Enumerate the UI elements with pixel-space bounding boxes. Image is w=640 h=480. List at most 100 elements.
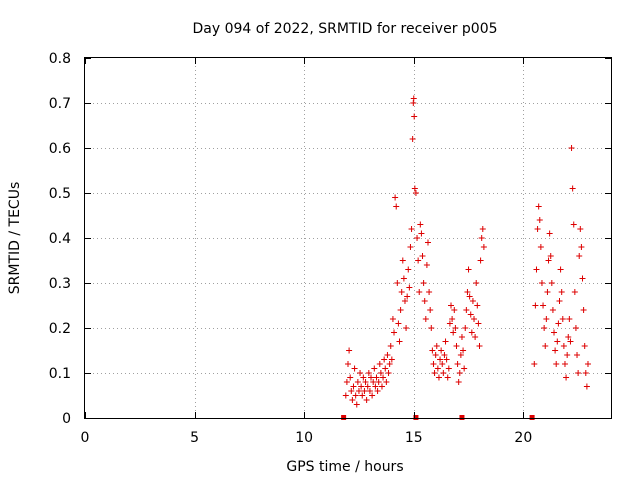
data-point: [572, 325, 579, 331]
data-point: [364, 383, 371, 390]
data-point: [559, 316, 566, 322]
data-point: [352, 392, 359, 399]
data-point: [472, 334, 479, 340]
y-tick-label: 0.3: [49, 276, 71, 292]
data-point: [429, 347, 436, 354]
data-point: [543, 316, 550, 322]
y-tick-label: 0.4: [49, 231, 71, 247]
data-point: [462, 325, 469, 331]
data-point: [394, 280, 401, 286]
data-point: [384, 352, 391, 358]
data-point: [391, 329, 398, 336]
data-point: [453, 343, 460, 349]
data-point: [534, 226, 541, 232]
data-point: [432, 352, 439, 358]
data-point: [404, 293, 411, 300]
data-point: [345, 361, 351, 367]
data-point: [382, 365, 389, 372]
data-point: [449, 316, 456, 322]
data-point: [468, 329, 475, 336]
data-point: [579, 275, 586, 282]
data-point: [400, 275, 407, 282]
data-point: [350, 383, 357, 390]
data-point: [531, 361, 538, 367]
data-point: [574, 352, 581, 358]
data-point: [412, 190, 419, 196]
data-point: [469, 298, 476, 304]
data-point: [383, 379, 390, 385]
data-point: [387, 343, 394, 349]
data-point: [416, 289, 423, 295]
y-tick-label: 0: [62, 411, 71, 427]
y-tick-label: 0.1: [49, 366, 71, 382]
y-tick-label: 0.5: [49, 186, 71, 202]
data-point: [426, 289, 433, 295]
data-point: [464, 289, 471, 295]
data-point: [396, 338, 403, 345]
data-point: [475, 320, 482, 327]
data-point: [564, 352, 571, 358]
data-point: [385, 370, 392, 376]
data-point: [354, 379, 361, 385]
data-point: [479, 226, 486, 232]
data-point: [430, 361, 437, 367]
data-point: [427, 307, 434, 313]
data-point: [395, 320, 402, 327]
data-point: [556, 298, 563, 304]
baseline-marker: [341, 415, 347, 420]
data-point: [549, 307, 556, 313]
data-point: [393, 203, 400, 210]
data-point: [424, 239, 431, 246]
data-point: [411, 185, 418, 192]
data-point: [399, 257, 406, 264]
data-point: [583, 383, 590, 390]
data-point: [446, 320, 453, 327]
baseline-markers: [341, 415, 535, 420]
data-point: [553, 361, 560, 367]
data-point: [439, 361, 446, 367]
data-point: [561, 361, 568, 367]
data-point: [422, 316, 429, 322]
data-point: [440, 370, 447, 376]
data-point: [452, 325, 459, 331]
data-point: [398, 289, 405, 295]
data-point: [408, 226, 415, 232]
data-point: [419, 253, 426, 259]
data-point: [460, 347, 467, 354]
data-point: [388, 356, 395, 363]
data-point: [467, 311, 474, 318]
data-point: [415, 257, 422, 264]
data-point: [433, 343, 440, 349]
data-point: [389, 316, 396, 322]
data-point: [445, 365, 452, 372]
data-point: [369, 392, 376, 399]
data-point: [359, 392, 366, 399]
data-point: [435, 374, 442, 381]
data-point: [547, 253, 554, 259]
data-point: [342, 392, 349, 399]
data-point: [570, 221, 577, 228]
data-point: [409, 136, 416, 142]
data-point: [458, 334, 465, 340]
data-point: [540, 302, 547, 309]
data-point: [420, 280, 427, 286]
data-point: [373, 374, 380, 381]
data-point: [575, 370, 582, 376]
data-point: [423, 262, 430, 268]
data-point: [405, 266, 412, 273]
data-point: [560, 343, 567, 349]
data-point: [538, 280, 545, 286]
data-point: [474, 302, 481, 309]
data-point: [443, 356, 450, 363]
data-point: [403, 325, 410, 331]
data-point: [346, 347, 353, 354]
data-point: [438, 347, 445, 354]
data-point: [363, 397, 370, 403]
data-point: [371, 365, 378, 372]
data-point: [581, 343, 588, 349]
data-point: [455, 379, 462, 385]
data-point: [357, 370, 364, 376]
data-point: [381, 356, 388, 363]
data-point: [571, 289, 578, 295]
